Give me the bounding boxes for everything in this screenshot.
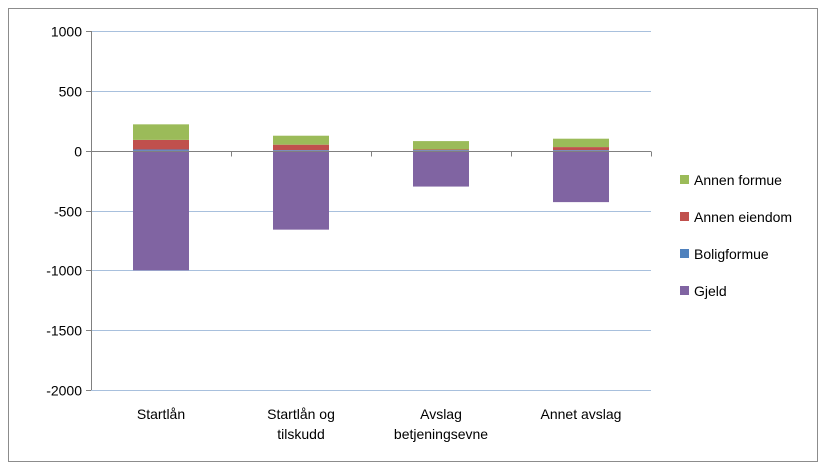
bar-annen-formue bbox=[413, 141, 469, 149]
legend-swatch bbox=[680, 249, 689, 258]
bar-annen-formue bbox=[133, 124, 189, 140]
axis-labels: 1000 500 0 -500 -1000 -1500 -2000 Startlån Start… bbox=[46, 24, 621, 443]
y-tick-label: -1500 bbox=[46, 323, 82, 339]
bar-gjeld bbox=[413, 151, 469, 187]
y-tick-label: 500 bbox=[59, 84, 83, 100]
bar-annen-eiendom bbox=[553, 147, 609, 150]
y-tick-label: -2000 bbox=[46, 383, 82, 399]
bar-boligformue bbox=[273, 150, 329, 151]
legend: Annen formue Annen eiendom Boligformue Gjel… bbox=[680, 172, 792, 299]
y-tick-label: -500 bbox=[54, 204, 82, 220]
bar-annen-eiendom bbox=[413, 149, 469, 150]
legend-swatch bbox=[680, 175, 689, 184]
legend-swatch bbox=[680, 286, 689, 295]
bar-boligformue bbox=[413, 150, 469, 151]
bar-annen-formue bbox=[273, 136, 329, 145]
category-label: Avslag bbox=[420, 406, 462, 422]
bar-annen-formue bbox=[553, 139, 609, 147]
bar-boligformue bbox=[133, 149, 189, 150]
legend-label: Annen formue bbox=[694, 172, 782, 188]
category-label: Annet avslag bbox=[541, 406, 622, 422]
bar-annen-eiendom bbox=[273, 145, 329, 150]
category-label: betjeningsevne bbox=[394, 426, 488, 442]
bar-annen-eiendom bbox=[133, 140, 189, 150]
legend-label: Gjeld bbox=[694, 283, 727, 299]
category-label: Startlån bbox=[137, 406, 185, 422]
category-label: tilskudd bbox=[277, 426, 324, 442]
bars bbox=[133, 124, 609, 270]
legend-label: Boligformue bbox=[694, 246, 769, 262]
bar-gjeld bbox=[273, 151, 329, 230]
bar-gjeld bbox=[133, 151, 189, 271]
y-tick-label: 0 bbox=[74, 144, 82, 160]
y-tick-label: 1000 bbox=[51, 24, 82, 40]
legend-swatch bbox=[680, 212, 689, 221]
legend-label: Annen eiendom bbox=[694, 209, 792, 225]
category-label: Startlån og bbox=[267, 406, 335, 422]
bar-gjeld bbox=[553, 151, 609, 202]
bar-boligformue bbox=[553, 150, 609, 151]
y-tick-label: -1000 bbox=[46, 263, 82, 279]
